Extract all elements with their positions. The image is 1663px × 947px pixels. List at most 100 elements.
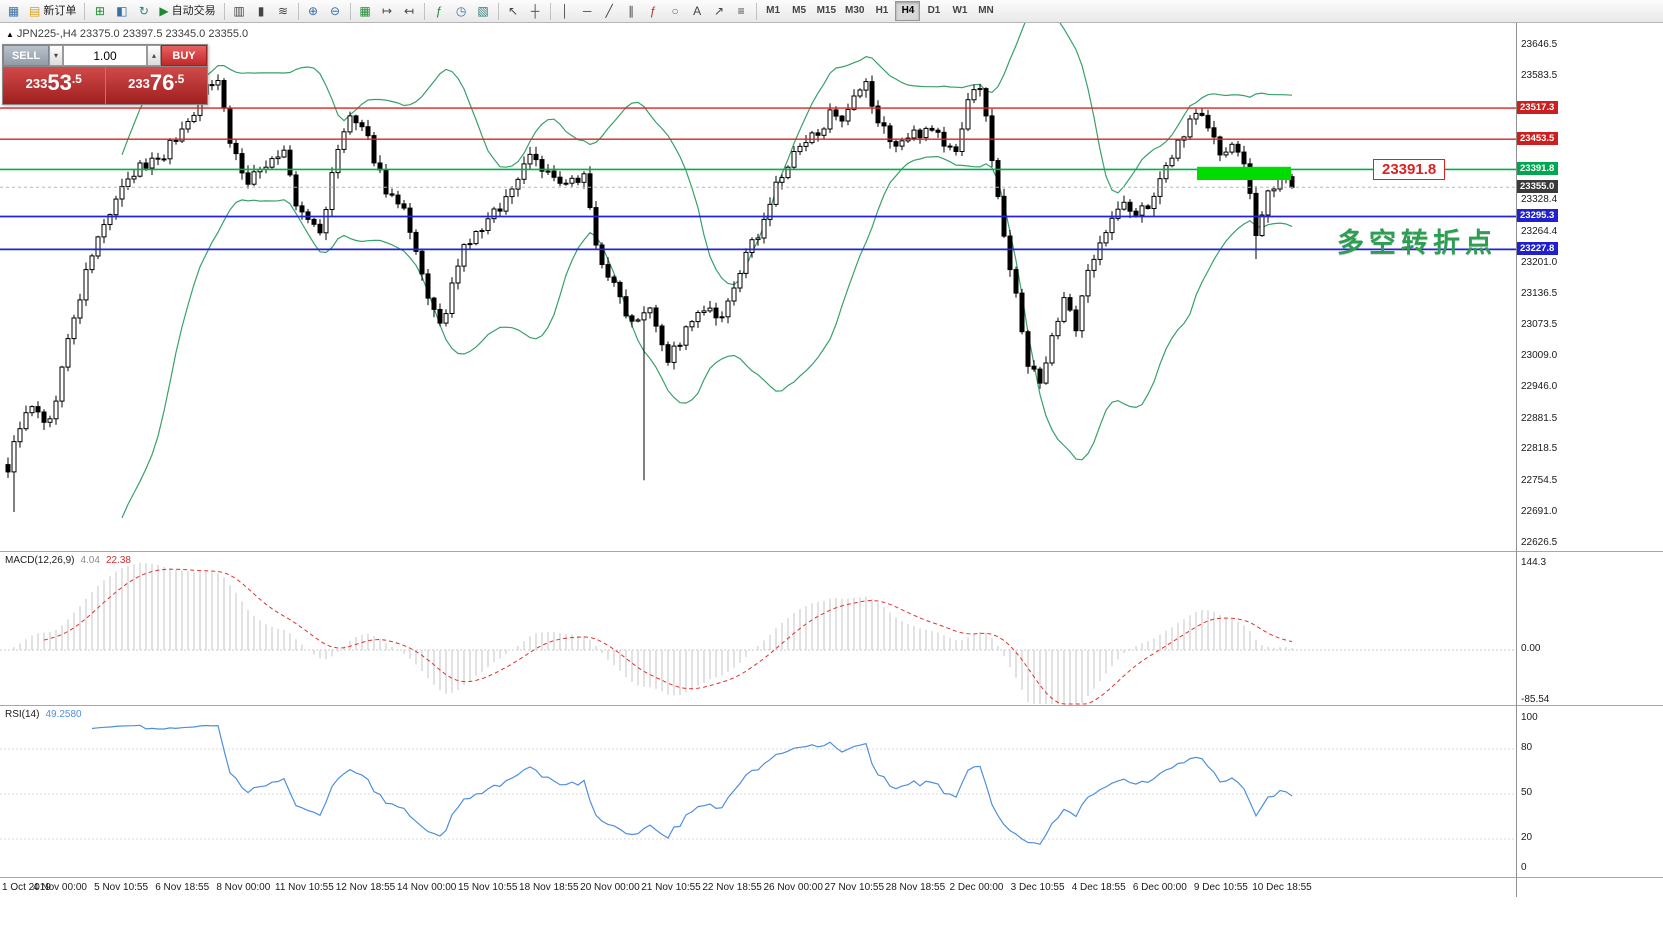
horizontal-line-tool-button[interactable]: ─ xyxy=(577,1,598,21)
chart-ohlc-header: ▲ JPN225-,H4 23375.0 23397.5 23345.0 2335… xyxy=(6,28,248,40)
new-chart-button[interactable]: ⊞ xyxy=(89,1,110,21)
macd-signal-value: 22.38 xyxy=(105,555,131,566)
buy-price[interactable]: 233 76.5 xyxy=(105,67,207,104)
volume-decrease-button[interactable]: ▾ xyxy=(49,45,63,66)
candlestick-chart[interactable] xyxy=(0,23,1663,551)
trendline-tool-button[interactable]: ╱ xyxy=(599,1,620,21)
symbol-marker-icon: ▲ xyxy=(6,30,14,39)
profiles-icon: ◧ xyxy=(116,4,128,18)
refresh-button[interactable]: ↻ xyxy=(133,1,154,21)
timeframe-button-mn[interactable]: MN xyxy=(973,1,998,21)
volume-increase-button[interactable]: ▴ xyxy=(147,45,161,66)
buy-price-prefix: 233 xyxy=(128,76,150,91)
tile-windows-button[interactable]: ▦ xyxy=(355,1,376,21)
arrows-tool-button[interactable]: ↗ xyxy=(709,1,730,21)
chart-shift-button[interactable]: ↤ xyxy=(399,1,420,21)
time-axis-label: 27 Nov 10:55 xyxy=(824,882,885,893)
price-tag: 23453.5 xyxy=(1517,132,1559,145)
time-axis-label: 22 Nov 18:55 xyxy=(702,882,762,893)
objects-list-button[interactable]: ≡ xyxy=(731,1,752,21)
toolbar: ▦ ▤ 新订单 ⊞ ◧ ↻ ▶ 自动交易 ▥ ▮ ≋ ⊕ ⊖ ▦ ↦ ↤ ƒ ◷ ▧… xyxy=(0,0,1663,23)
sell-price-big: 53 xyxy=(47,70,72,96)
crosshair-tool-button[interactable]: ┼ xyxy=(525,1,546,21)
time-axis-label: 9 Dec 10:55 xyxy=(1193,882,1248,893)
axis-label: 100 xyxy=(1521,712,1538,723)
axis-label: 22818.5 xyxy=(1521,443,1558,454)
chart-window-button[interactable]: ▦ xyxy=(3,1,24,21)
timeframe-button-h1[interactable]: H1 xyxy=(869,1,894,21)
new-order-button[interactable]: ▤ 新订单 xyxy=(25,1,80,21)
price-tag: 23517.3 xyxy=(1517,101,1559,114)
line-chart-mode-button[interactable]: ≋ xyxy=(273,1,294,21)
time-axis-label: 8 Nov 00:00 xyxy=(216,882,271,893)
timeframe-button-h4[interactable]: H4 xyxy=(895,1,921,21)
templates-button[interactable]: ▧ xyxy=(473,1,494,21)
time-axis-label: 5 Nov 10:55 xyxy=(94,882,149,893)
timeframe-button-m15[interactable]: M15 xyxy=(813,1,840,21)
main-chart-panel[interactable]: ▲ JPN225-,H4 23375.0 23397.5 23345.0 2335… xyxy=(0,23,1663,551)
toolbar-separator xyxy=(84,2,86,20)
channel-tool-button[interactable]: ∥ xyxy=(621,1,642,21)
auto-scroll-button[interactable]: ↦ xyxy=(377,1,398,21)
rsi-chart[interactable] xyxy=(0,706,1663,878)
sell-price[interactable]: 233 53.5 xyxy=(3,67,105,104)
timeframe-button-m30[interactable]: M30 xyxy=(841,1,868,21)
candle-chart-mode-button[interactable]: ▮ xyxy=(251,1,272,21)
price-callout-label[interactable]: 23391.8 xyxy=(1373,159,1446,180)
volume-input[interactable] xyxy=(63,45,147,66)
periods-button[interactable]: ◷ xyxy=(451,1,472,21)
line-chart-icon: ≋ xyxy=(278,4,289,18)
axis-label: 23136.5 xyxy=(1521,288,1558,299)
bar-chart-mode-button[interactable]: ▥ xyxy=(229,1,250,21)
timeframe-button-m1[interactable]: M1 xyxy=(761,1,786,21)
time-axis-label: 4 Dec 18:55 xyxy=(1071,882,1126,893)
cursor-tool-button[interactable]: ↖ xyxy=(503,1,524,21)
axis-label: -85.54 xyxy=(1521,694,1550,705)
time-axis-label: 6 Dec 00:00 xyxy=(1132,882,1187,893)
arrows-tool-icon: ↗ xyxy=(714,4,725,18)
time-axis-label: 26 Nov 00:00 xyxy=(763,882,823,893)
new-chart-icon: ⊞ xyxy=(94,4,105,18)
zoom-in-button[interactable]: ⊕ xyxy=(303,1,324,21)
chart-shift-icon: ↤ xyxy=(404,4,415,18)
fibonacci-tool-button[interactable]: ƒ xyxy=(643,1,664,21)
indicators-button[interactable]: ƒ xyxy=(429,1,450,21)
rsi-panel[interactable]: RSI(14) 49.2580 xyxy=(0,705,1663,877)
bar-chart-icon: ▥ xyxy=(233,4,245,18)
axis-label: 144.3 xyxy=(1521,557,1547,568)
time-axis[interactable]: 1 Oct 2019 4 Nov 00:00 5 Nov 10:55 6 Nov 18… xyxy=(0,877,1663,897)
timeframe-button-w1[interactable]: W1 xyxy=(947,1,972,21)
vertical-line-tool-button[interactable]: │ xyxy=(555,1,576,21)
time-axis-label: 20 Nov 00:00 xyxy=(580,882,640,893)
buy-button[interactable]: BUY xyxy=(161,45,207,66)
timeframe-button-m5[interactable]: M5 xyxy=(787,1,812,21)
price-tag: 23355.0 xyxy=(1517,180,1559,193)
toolbar-separator xyxy=(423,2,425,20)
trade-controls-row: SELL ▾ ▴ BUY xyxy=(3,45,207,66)
periods-clock-icon: ◷ xyxy=(455,4,467,18)
macd-chart[interactable] xyxy=(0,552,1663,706)
time-axis-label: 12 Nov 18:55 xyxy=(335,882,396,893)
sell-button[interactable]: SELL xyxy=(3,45,49,66)
macd-panel[interactable]: MACD(12,26,9) 4.04 22.38 xyxy=(0,551,1663,705)
text-tool-button[interactable]: A xyxy=(687,1,708,21)
time-axis-label: 10 Dec 18:55 xyxy=(1252,882,1312,893)
zoom-out-icon: ⊖ xyxy=(330,4,341,18)
axis-label: 50 xyxy=(1521,787,1533,798)
axis-label: 0 xyxy=(1521,862,1527,873)
profiles-button[interactable]: ◧ xyxy=(111,1,132,21)
sell-price-prefix: 233 xyxy=(25,76,48,91)
auto-scroll-icon: ↦ xyxy=(382,4,393,18)
auto-trading-button[interactable]: ▶ 自动交易 xyxy=(155,1,219,21)
new-order-label: 新订单 xyxy=(43,4,77,17)
shapes-icon: ○ xyxy=(671,4,679,18)
shapes-tool-button[interactable]: ○ xyxy=(665,1,686,21)
price-tag: 23295.3 xyxy=(1517,209,1559,222)
zoom-out-button[interactable]: ⊖ xyxy=(325,1,346,21)
chart-annotation-text[interactable]: 多空转折点 xyxy=(1337,228,1497,258)
toolbar-separator xyxy=(349,2,351,20)
timeframe-button-d1[interactable]: D1 xyxy=(921,1,946,21)
time-axis-label: 6 Nov 18:55 xyxy=(155,882,210,893)
toolbar-separator xyxy=(755,2,757,20)
